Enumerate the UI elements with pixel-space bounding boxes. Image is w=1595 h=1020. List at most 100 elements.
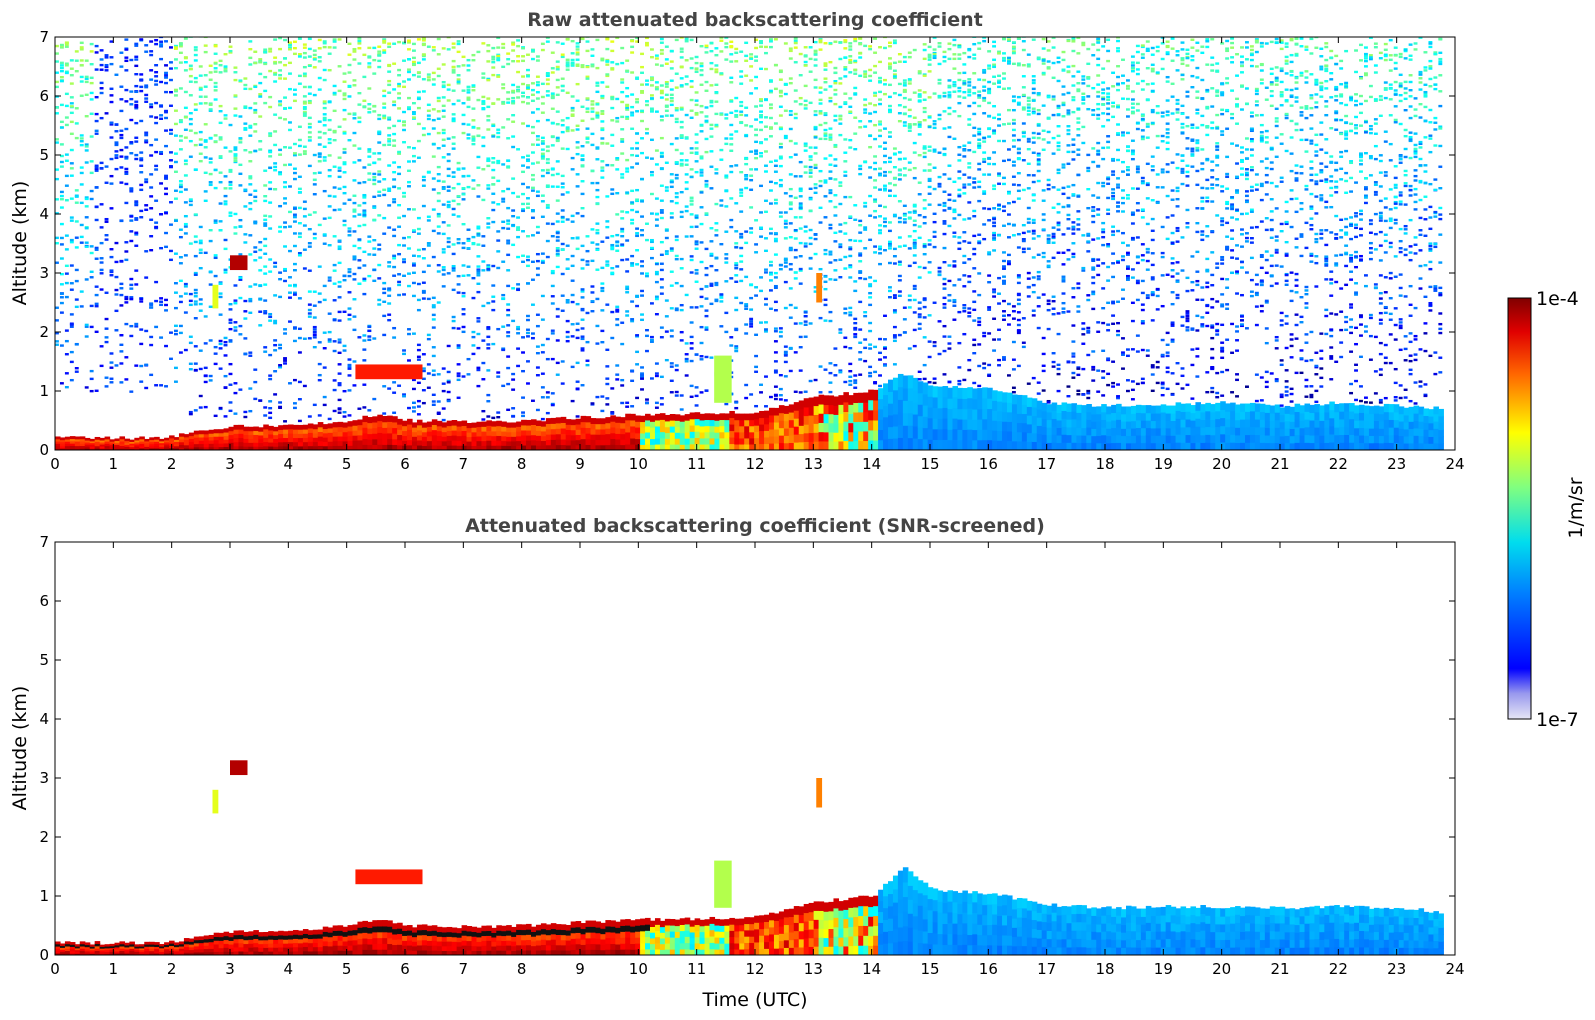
noise-cell [506,334,511,338]
heatmap-cell [253,446,259,450]
noise-cell [674,38,679,42]
noise-cell [734,230,739,233]
noise-cell [719,204,724,207]
noise-cell [645,100,649,103]
heatmap-cell [585,421,592,429]
noise-cell [352,161,357,164]
noise-cell [109,269,114,272]
noise-cell [694,386,699,389]
noise-cell [531,162,535,165]
noise-cell [59,243,64,246]
noise-cell [367,409,372,412]
noise-cell [253,283,258,286]
heatmap-cell [89,448,96,450]
noise-cell [89,276,94,279]
noise-cell [332,46,337,49]
noise-cell [550,332,555,335]
heatmap-cell [744,437,750,445]
heatmap-cell [412,427,418,433]
noise-cell [69,378,74,382]
heatmap-cell [431,429,438,436]
noise-cell [178,279,183,283]
heatmap-cell [342,431,349,437]
heatmap-cell [164,445,170,449]
noise-cell [744,383,749,387]
noise-cell [694,70,699,74]
noise-cell [506,222,511,225]
noise-cell [759,151,763,155]
noise-cell [451,102,456,106]
heatmap-cell [674,438,681,445]
noise-cell [332,109,337,113]
noise-cell [352,298,357,301]
noise-cell [79,201,84,205]
noise-cell [218,71,223,74]
noise-cell [595,84,600,87]
heatmap-cell [659,425,666,433]
noise-cell [387,79,392,83]
noise-cell [208,270,213,273]
heatmap-cell [144,448,150,450]
noise-cell [159,297,164,300]
noise-cell [193,345,198,348]
noise-cell [555,65,560,69]
noise-cell [174,122,178,126]
noise-cell [788,201,793,204]
noise-cell [679,159,684,162]
noise-cell [704,213,709,216]
noise-cell [55,332,59,335]
noise-cell [188,80,193,83]
noise-cell [729,76,734,79]
heatmap-cell [312,445,319,450]
noise-cell [694,394,699,398]
noise-cell [739,70,744,73]
noise-cell [734,349,739,353]
noise-cell [64,64,69,67]
noise-cell [451,175,456,179]
noise-cell [788,82,793,85]
noise-cell [248,183,253,186]
noise-cell [778,155,783,158]
heatmap-cell [491,430,497,437]
noise-cell [486,347,491,350]
noise-cell [684,357,689,361]
noise-cell [560,242,565,246]
heatmap-cell [377,444,383,450]
noise-cell [476,243,481,246]
noise-cell [109,270,114,274]
noise-cell [124,250,129,253]
noise-cell [307,131,312,134]
noise-cell [124,88,129,92]
heatmap-cell [749,413,755,421]
noise-cell [302,337,307,340]
noise-cell [788,109,793,113]
noise-cell [218,339,223,343]
noise-cell [387,45,392,49]
heatmap-cell [729,443,735,450]
noise-cell [233,107,238,110]
noise-cell [124,182,129,186]
heatmap-cell [402,435,408,441]
noise-cell [471,142,476,146]
noise-cell [610,387,615,390]
noise-cell [640,373,644,377]
noise-cell [293,99,297,103]
noise-cell [377,248,382,251]
noise-cell [550,357,555,361]
noise-cell [451,243,456,246]
heatmap-cell [496,440,502,446]
noise-cell [84,161,89,164]
noise-cell [293,93,297,96]
noise-cell [704,285,709,288]
noise-cell [446,189,451,192]
heatmap-cell [709,437,716,445]
noise-cell [793,237,798,240]
noise-cell [119,109,124,113]
noise-cell [778,114,783,117]
noise-cell [188,335,193,338]
noise-cell [397,119,402,123]
noise-cell [223,386,228,389]
heatmap-cell [640,415,646,423]
noise-cell [416,255,421,258]
noise-cell [773,276,778,279]
